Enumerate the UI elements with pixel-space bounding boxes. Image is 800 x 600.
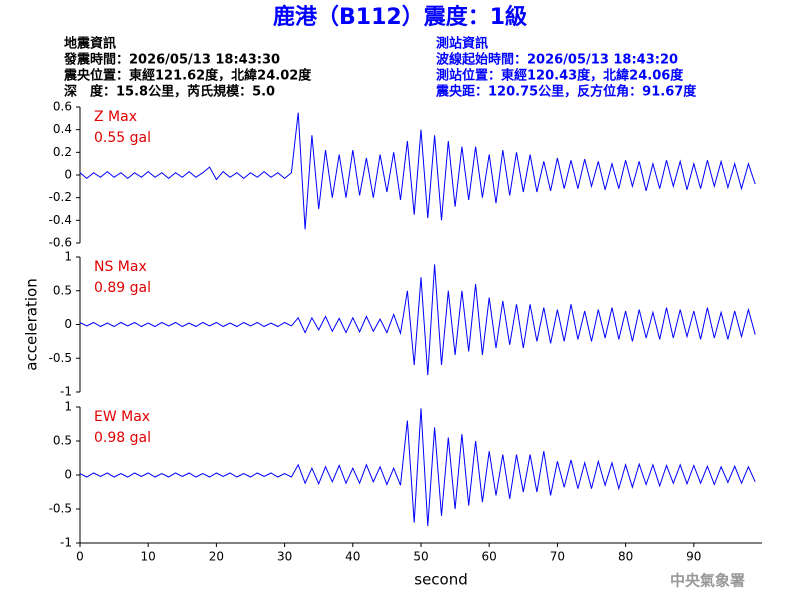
y-tick-label: 0 (64, 317, 72, 331)
station-line: 波線起始時間：2026/05/13 18:43:20 (436, 52, 678, 68)
x-tick-label: 30 (277, 550, 292, 564)
x-tick-label: 10 (141, 550, 156, 564)
station-line: 測站位置：東經120.43度，北緯24.06度 (436, 68, 684, 84)
y-tick-label: 0.5 (53, 434, 72, 448)
y-tick-label: 1 (64, 400, 72, 414)
max-annotation: NS Max (94, 259, 147, 275)
x-tick-label: 80 (618, 550, 633, 564)
y-axis-label: acceleration (23, 278, 41, 370)
station-line: 測站資訊 (436, 36, 488, 52)
info-line: 深 度：15.8公里，芮氏規模：5.0 (64, 84, 275, 100)
y-tick-label: 0.6 (53, 100, 72, 114)
y-tick-label: -0.5 (49, 351, 72, 365)
waveform (79, 264, 756, 376)
station-line: 震央距：120.75公里，反方位角：91.67度 (435, 84, 697, 100)
x-tick-label: 60 (482, 550, 497, 564)
info-line: 發震時間：2026/05/13 18:43:30 (63, 52, 280, 68)
y-tick-label: 1 (64, 250, 72, 264)
max-annotation: EW Max (94, 409, 150, 425)
y-tick-label: 0 (64, 168, 72, 182)
x-tick-label: 40 (345, 550, 360, 564)
max-annotation: 0.98 gal (94, 430, 151, 446)
x-tick-label: 90 (686, 550, 701, 564)
chart-title: 鹿港（B112）震度：1級 (273, 4, 527, 30)
y-tick-label: -1 (60, 536, 72, 550)
x-tick-label: 70 (550, 550, 565, 564)
y-tick-label: 0 (64, 468, 72, 482)
x-tick-label: 50 (413, 550, 428, 564)
info-line: 震央位置：東經121.62度，北緯24.02度 (63, 68, 312, 84)
y-tick-label: 0.4 (53, 122, 72, 136)
max-annotation: Z Max (94, 109, 137, 125)
y-tick-label: 0.2 (53, 145, 72, 159)
y-tick-label: -0.5 (49, 502, 72, 516)
y-tick-label: -0.2 (49, 190, 72, 204)
max-annotation: 0.55 gal (94, 130, 151, 146)
footer-credit: 中央氣象署 (670, 572, 745, 590)
waveform (79, 408, 756, 527)
info-line: 地震資訊 (64, 36, 116, 52)
max-annotation: 0.89 gal (94, 280, 151, 296)
x-axis-label: second (414, 571, 468, 589)
y-tick-label: 0.5 (53, 283, 72, 297)
y-tick-label: -1 (60, 385, 72, 399)
x-tick-label: 0 (76, 550, 84, 564)
y-tick-label: -0.4 (49, 213, 72, 227)
waveform (79, 112, 756, 230)
y-tick-label: -0.6 (49, 236, 72, 250)
x-tick-label: 20 (209, 550, 224, 564)
